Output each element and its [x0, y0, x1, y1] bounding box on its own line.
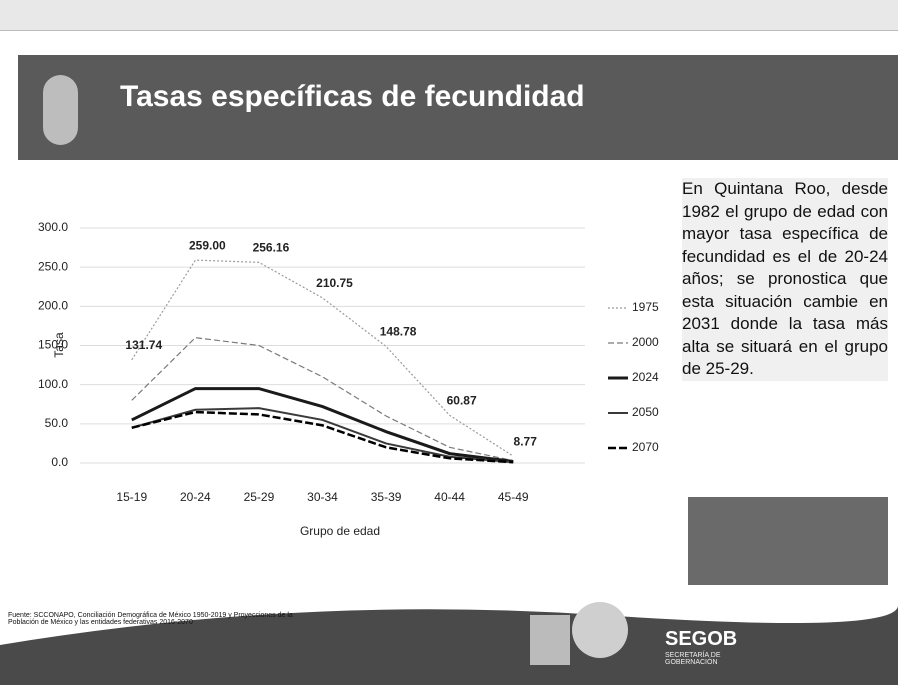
data-label: 8.77	[514, 434, 538, 448]
y-tick-label: 250.0	[38, 259, 68, 273]
x-tick-label: 45-49	[498, 490, 529, 504]
footer-wave	[0, 585, 898, 685]
legend-label: 2000	[632, 335, 659, 349]
x-axis-label: Grupo de edad	[300, 524, 380, 538]
x-tick-label: 20-24	[180, 490, 211, 504]
data-label: 131.74	[125, 338, 162, 352]
logo-shield	[530, 615, 570, 665]
x-tick-label: 35-39	[371, 490, 402, 504]
logo-text: SEGOB	[665, 628, 737, 651]
y-tick-label: 150.0	[38, 338, 68, 352]
source: Fuente: SCCONAPO, Conciliación Demográfi…	[8, 612, 308, 626]
data-label: 259.00	[189, 238, 226, 252]
data-label: 60.87	[447, 393, 477, 407]
side-image	[688, 497, 888, 585]
logo-emblem	[572, 602, 628, 658]
data-label: 256.16	[253, 241, 290, 255]
logo-subtext: SECRETARÍA DE GOBERNACIÓN	[665, 652, 735, 666]
x-tick-label: 25-29	[244, 490, 275, 504]
legend-label: 2024	[632, 370, 659, 384]
data-label: 210.75	[316, 276, 353, 290]
side-text: En Quintana Roo, desde 1982 el grupo de …	[682, 178, 888, 381]
page: Tasas específicas de fecundidad Grupo de…	[0, 0, 898, 685]
x-tick-label: 40-44	[434, 490, 465, 504]
y-tick-label: 100.0	[38, 377, 68, 391]
y-tick-label: 50.0	[45, 416, 69, 430]
y-tick-label: 200.0	[38, 299, 68, 313]
y-tick-label: 300.0	[38, 220, 68, 234]
data-label: 148.78	[380, 325, 417, 339]
legend-label: 2050	[632, 405, 659, 419]
x-tick-label: 30-34	[307, 490, 338, 504]
legend-label: 2070	[632, 440, 659, 454]
y-tick-label: 0.0	[51, 455, 68, 469]
legend-label: 1975	[632, 300, 659, 314]
x-tick-label: 15-19	[116, 490, 147, 504]
